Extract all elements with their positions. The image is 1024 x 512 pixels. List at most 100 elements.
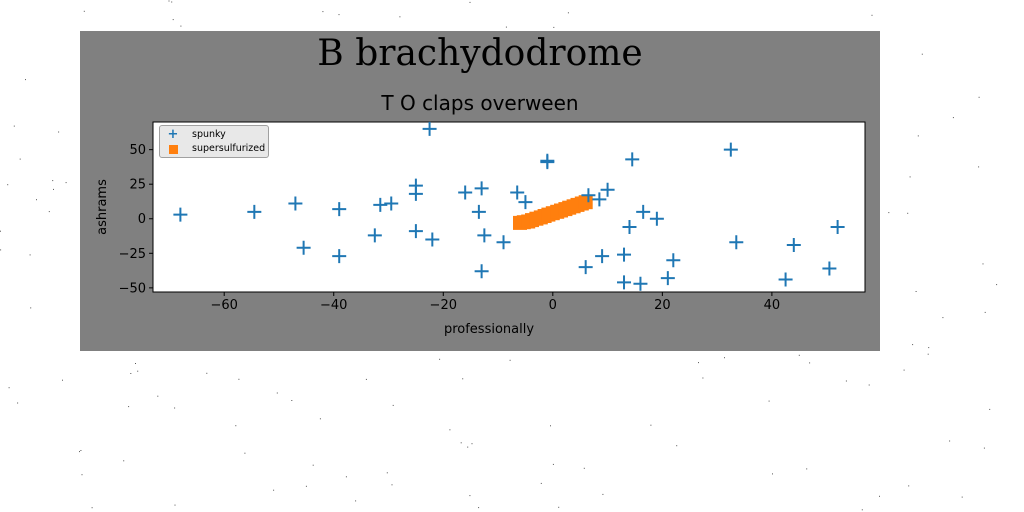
speck xyxy=(81,474,83,476)
scatter-plot: −60 −40 −20 0 20 40 −50 −25 0 25 50 professionally a… xyxy=(95,121,866,337)
speck xyxy=(174,407,176,409)
speck xyxy=(83,10,85,12)
speck xyxy=(80,450,82,451)
spunky-point xyxy=(458,185,473,200)
spunky-point xyxy=(822,261,837,276)
speck xyxy=(989,408,991,410)
y-axis-label: ashrams xyxy=(95,179,110,235)
chart-title: T O claps overween xyxy=(381,91,579,115)
spunky-point xyxy=(510,185,525,200)
x-axis-label: professionally xyxy=(444,322,534,337)
spunky-point xyxy=(633,276,648,291)
figure-panel: B brachydodrome T O claps overween −60 −4… xyxy=(80,31,880,351)
speck xyxy=(903,369,905,371)
speck xyxy=(157,395,159,397)
spunky-point xyxy=(408,224,423,239)
speck xyxy=(36,199,37,201)
speck xyxy=(13,125,15,127)
spunky-point xyxy=(540,155,555,170)
speck xyxy=(509,359,511,361)
speck xyxy=(724,357,725,359)
spunky-point xyxy=(296,240,311,255)
legend-item-supersulfurized: supersulfurized xyxy=(164,142,265,156)
speck xyxy=(8,387,10,389)
speck xyxy=(0,230,1,232)
speck xyxy=(62,379,63,381)
speck xyxy=(912,344,914,346)
y-tick-label: −50 xyxy=(119,281,146,296)
spunky-point xyxy=(173,207,188,222)
speck xyxy=(172,19,174,21)
speck xyxy=(806,468,808,470)
spunky-point xyxy=(474,181,489,196)
speck xyxy=(29,254,31,256)
speck xyxy=(449,429,451,431)
spunky-point xyxy=(617,247,632,262)
speck xyxy=(978,166,980,168)
speck xyxy=(928,347,930,349)
spunky-point xyxy=(332,249,347,264)
speck xyxy=(650,424,652,426)
speck xyxy=(552,463,554,465)
speck xyxy=(553,26,555,28)
spunky-point xyxy=(247,204,262,219)
legend: + spunky supersulfurized xyxy=(159,125,269,158)
spunky-point xyxy=(723,142,738,157)
speck xyxy=(30,307,32,309)
speck xyxy=(982,263,984,265)
speck xyxy=(469,495,471,497)
speck xyxy=(65,182,67,184)
speck xyxy=(698,362,699,364)
speck xyxy=(345,476,347,478)
speck xyxy=(961,496,963,498)
speck xyxy=(52,180,54,182)
speck xyxy=(809,362,811,364)
spunky-point xyxy=(625,152,640,167)
speck xyxy=(978,96,980,98)
square-marker-icon xyxy=(164,142,182,156)
speck xyxy=(908,485,910,487)
speck xyxy=(123,460,125,462)
spunky-point xyxy=(636,204,651,219)
spunky-point xyxy=(617,275,632,290)
spunky-point xyxy=(496,235,511,250)
legend-label-supersulfurized: supersulfurized xyxy=(192,143,266,154)
speck xyxy=(399,16,401,18)
speck xyxy=(927,353,929,355)
x-tick-label: −20 xyxy=(430,298,457,313)
speck xyxy=(174,504,176,506)
speck xyxy=(952,117,954,119)
speck xyxy=(130,373,132,374)
speck xyxy=(137,370,139,372)
spunky-point xyxy=(471,204,486,219)
spunky-point xyxy=(622,220,637,235)
speck xyxy=(871,14,873,16)
spunky-point xyxy=(666,253,681,268)
speck xyxy=(53,188,54,190)
legend-item-spunky: + spunky xyxy=(164,128,226,142)
supersulfurized-point xyxy=(578,195,593,210)
x-tick-label: −60 xyxy=(210,298,237,313)
speck xyxy=(996,284,998,286)
speck xyxy=(128,406,130,408)
speck xyxy=(888,212,890,214)
speck xyxy=(768,400,770,402)
speck xyxy=(602,493,604,495)
spunky-point xyxy=(288,196,303,211)
speck xyxy=(244,452,246,454)
speck xyxy=(861,509,863,511)
speck xyxy=(558,506,560,508)
speck xyxy=(322,11,324,13)
spunky-point xyxy=(600,182,615,197)
y-tick-label: 25 xyxy=(129,178,146,193)
spunky-point xyxy=(729,235,744,250)
x-tick-label: 40 xyxy=(764,298,781,313)
speck xyxy=(540,482,542,484)
speck xyxy=(942,317,944,319)
speck xyxy=(355,500,357,502)
spunky-point xyxy=(660,271,675,286)
spunky-point xyxy=(595,249,610,264)
y-tick-label: 0 xyxy=(138,212,146,227)
y-tick-label: 50 xyxy=(129,143,146,158)
